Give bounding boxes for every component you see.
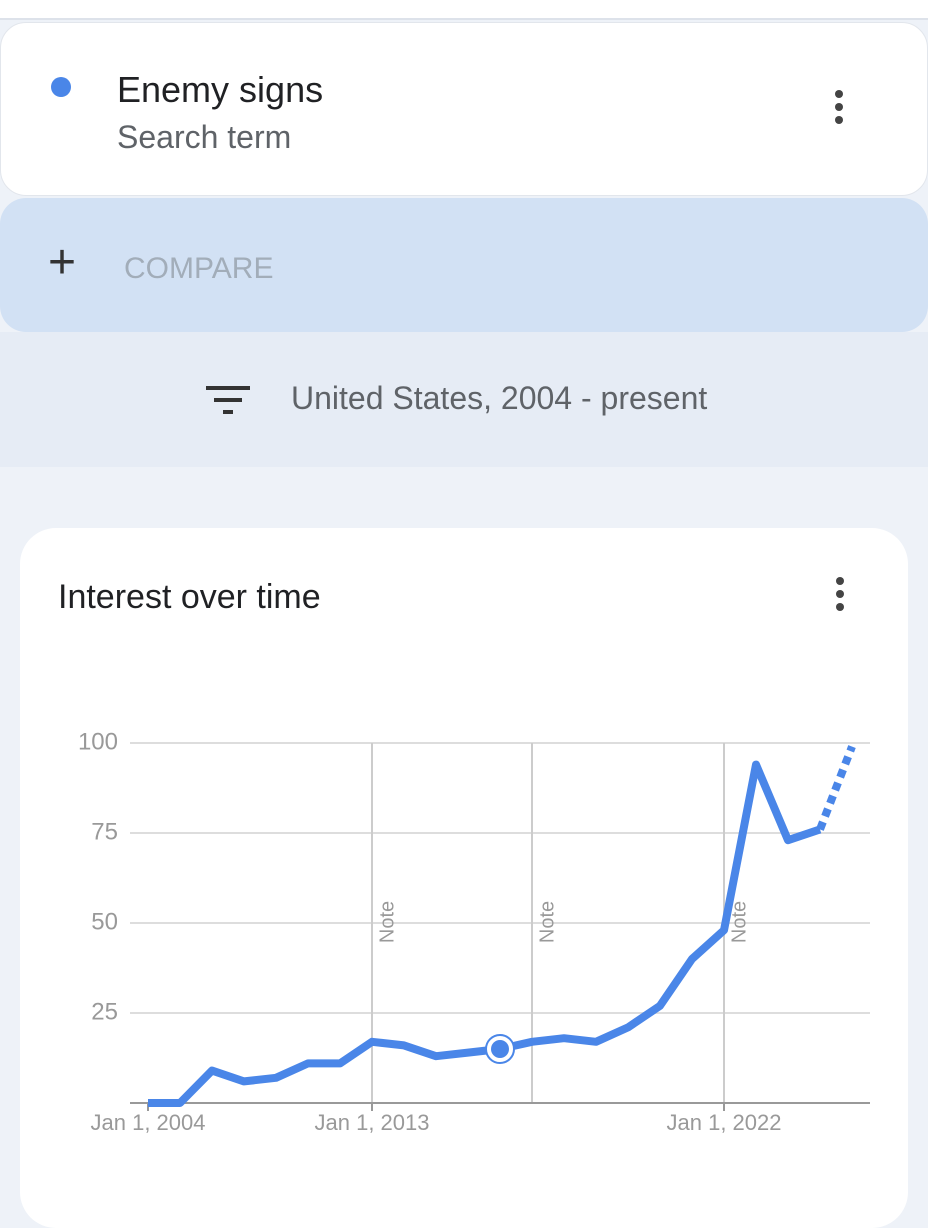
term-menu[interactable]	[835, 85, 843, 129]
note-label: Note	[728, 901, 750, 943]
compare-bar[interactable]: + COMPARE	[0, 198, 928, 332]
chart-title: Interest over time	[58, 578, 321, 616]
term-dot	[51, 77, 71, 97]
term-name: Enemy signs	[117, 69, 324, 110]
y-tick-label: 25	[91, 998, 118, 1025]
chart: 25 50 75 100 Note Note Note Jan 1, 2004 Jan 1, 2…	[78, 728, 870, 1135]
note-label: Note	[536, 901, 558, 943]
plus-icon: +	[48, 236, 77, 289]
chart-menu[interactable]	[836, 572, 844, 616]
x-tick-label: Jan 1, 2013	[315, 1110, 430, 1135]
top-bar	[0, 0, 928, 20]
filter-label: United States, 2004 - present	[291, 380, 708, 416]
compare-label: COMPARE	[124, 252, 274, 285]
x-tick-label: Jan 1, 2022	[667, 1110, 782, 1135]
partial-segment	[816, 745, 856, 831]
y-tick-label: 100	[78, 728, 118, 755]
term-kind: Search term	[117, 119, 292, 155]
x-tick-label: Jan 1, 2004	[91, 1110, 206, 1135]
y-tick-label: 50	[91, 908, 118, 935]
term-card[interactable]: Enemy signs Search term	[0, 22, 928, 196]
highlight-point	[491, 1040, 509, 1058]
filter-icon	[206, 386, 250, 414]
chart-card: Interest over time	[20, 528, 908, 1228]
y-tick-label: 75	[91, 818, 118, 845]
trend-line	[148, 760, 822, 1107]
note-label: Note	[376, 901, 398, 943]
filter-row[interactable]: United States, 2004 - present	[0, 332, 928, 467]
